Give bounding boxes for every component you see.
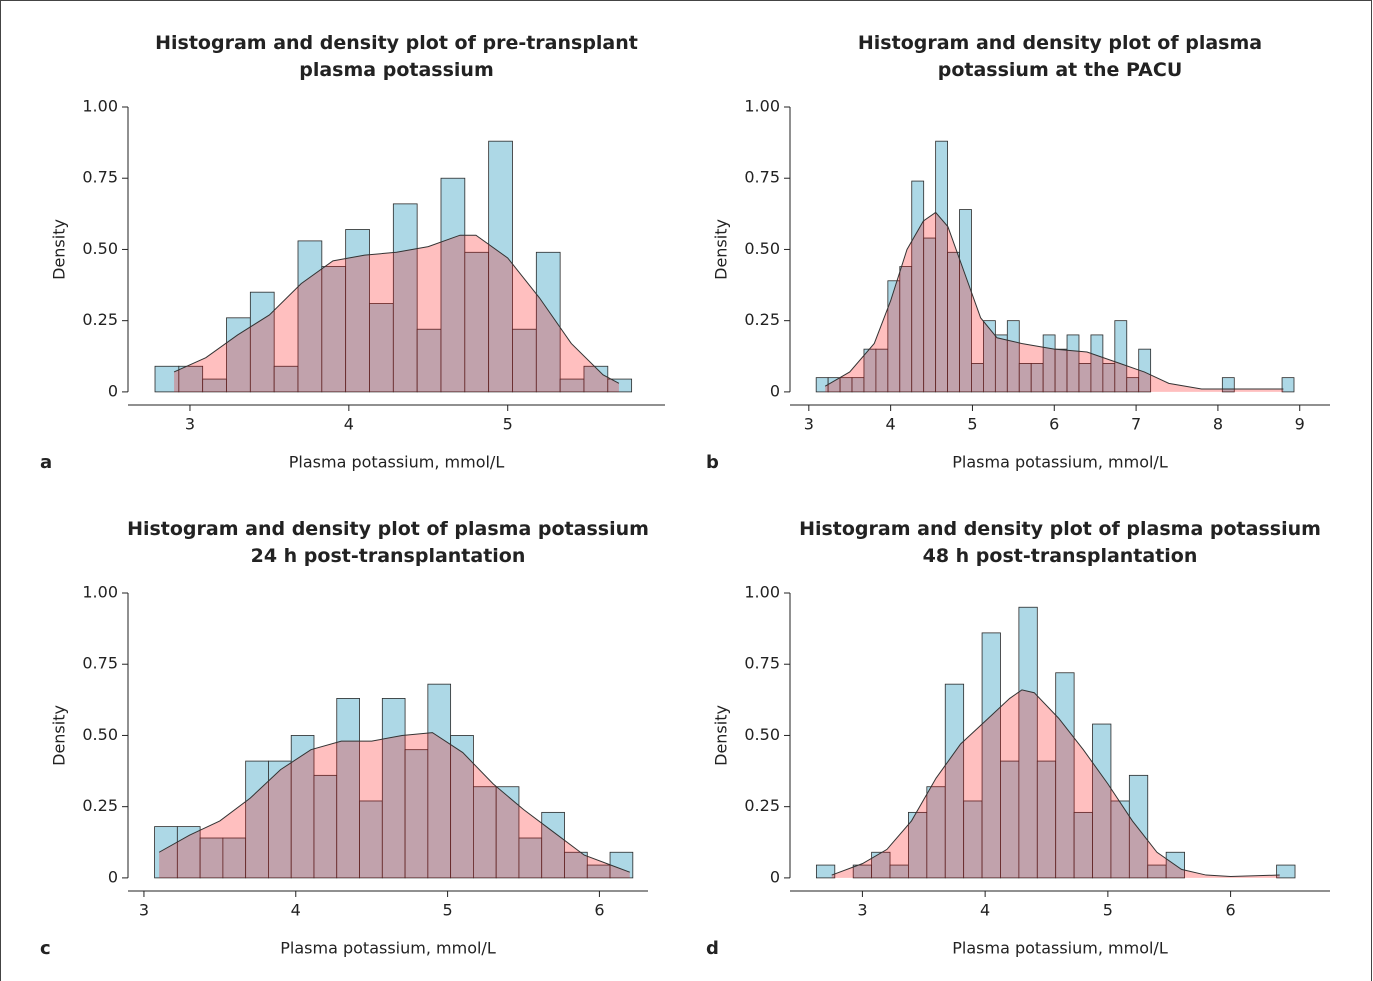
histogram-bar [981, 632, 1001, 879]
x-tick-label: 5 [503, 415, 513, 434]
y-tick-label: 1.00 [744, 582, 780, 601]
histogram-bar [541, 811, 565, 879]
histogram-bar [959, 209, 972, 393]
x-tick-label: 3 [185, 415, 195, 434]
chart-title: 24 h post-transplantation [251, 545, 526, 567]
histogram-bar [1128, 774, 1149, 879]
x-tick-label: 7 [1131, 415, 1141, 434]
chart-title: Histogram and density plot of pre-transp… [155, 32, 638, 54]
histogram-bar [1006, 320, 1020, 393]
histogram-bar [249, 291, 275, 393]
y-axis-label: Density [712, 705, 731, 766]
y-tick-label: 0 [108, 867, 118, 886]
density-area [831, 689, 1280, 878]
y-tick-label: 0.50 [744, 725, 780, 744]
y-tick-label: 0.50 [82, 239, 118, 258]
x-axis-label: Plasma potassium, mmol/L [289, 453, 505, 472]
y-tick-label: 0 [770, 867, 780, 886]
density-line [831, 689, 1280, 877]
y-tick-label: 0.75 [82, 654, 118, 673]
chart-title: potassium at the PACU [938, 59, 1183, 81]
y-tick-label: 0.25 [744, 310, 780, 329]
y-axis-label: Density [712, 219, 731, 280]
panel-label: d [706, 938, 719, 959]
y-tick-label: 0.25 [82, 310, 118, 329]
x-tick-label: 6 [594, 901, 604, 920]
histogram-bar [1276, 864, 1296, 879]
x-axis-label: Plasma potassium, mmol/L [280, 939, 496, 958]
density-area [825, 212, 1284, 392]
y-tick-label: 0.75 [744, 654, 780, 673]
y-axis-label: Density [50, 705, 69, 766]
histogram-bar [495, 786, 520, 879]
x-tick-label: 5 [442, 901, 452, 920]
histogram-bar [1221, 377, 1235, 393]
histogram-bar [815, 864, 836, 879]
histogram-bar [944, 683, 965, 879]
chart-title: Histogram and density plot of plasma [858, 32, 1262, 54]
x-tick-label: 4 [344, 415, 354, 434]
density-line [173, 234, 620, 384]
histogram-bar [1281, 377, 1295, 393]
x-axis-label: Plasma potassium, mmol/L [952, 939, 1168, 958]
x-tick-label: 8 [1213, 415, 1223, 434]
y-axis-label: Density [50, 219, 69, 280]
histogram-bar [535, 251, 561, 393]
x-tick-label: 3 [139, 901, 149, 920]
histogram-bar [607, 378, 633, 393]
x-tick-label: 6 [1225, 901, 1235, 920]
x-tick-label: 3 [804, 415, 814, 434]
histogram-bar [488, 140, 513, 393]
chart-title: 48 h post-transplantation [923, 545, 1198, 567]
y-tick-label: 0.75 [744, 168, 780, 187]
x-tick-label: 5 [1103, 901, 1113, 920]
y-tick-label: 0 [770, 381, 780, 400]
x-tick-label: 5 [967, 415, 977, 434]
chart-title: plasma potassium [299, 59, 494, 81]
y-tick-label: 0.75 [82, 168, 118, 187]
density-line [158, 732, 630, 873]
panel-label: c [40, 938, 51, 959]
x-tick-label: 6 [1049, 415, 1059, 434]
x-tick-label: 3 [857, 901, 867, 920]
y-tick-label: 0.50 [82, 725, 118, 744]
density-area [174, 235, 619, 392]
y-tick-label: 1.00 [744, 96, 780, 115]
y-tick-label: 0 [108, 381, 118, 400]
x-tick-label: 9 [1295, 415, 1305, 434]
y-tick-label: 1.00 [82, 582, 118, 601]
y-tick-label: 0.50 [744, 239, 780, 258]
histogram-bar [1018, 606, 1038, 879]
density-area [159, 732, 630, 878]
chart-title: Histogram and density plot of plasma pot… [127, 518, 649, 540]
histogram-bar [1114, 320, 1128, 393]
x-tick-label: 4 [980, 901, 990, 920]
chart-title: Histogram and density plot of plasma pot… [799, 518, 1321, 540]
x-tick-label: 4 [886, 415, 896, 434]
x-axis-label: Plasma potassium, mmol/L [952, 453, 1168, 472]
histogram-bar [392, 203, 418, 393]
y-tick-label: 0.25 [82, 796, 118, 815]
y-tick-label: 1.00 [82, 96, 118, 115]
histogram-bar [336, 698, 360, 879]
y-tick-label: 0.25 [744, 796, 780, 815]
panel-label: b [706, 452, 719, 473]
panel-label: a [40, 452, 52, 473]
density-line [824, 211, 1284, 390]
x-tick-label: 4 [291, 901, 301, 920]
histogram-bar [1055, 672, 1075, 879]
